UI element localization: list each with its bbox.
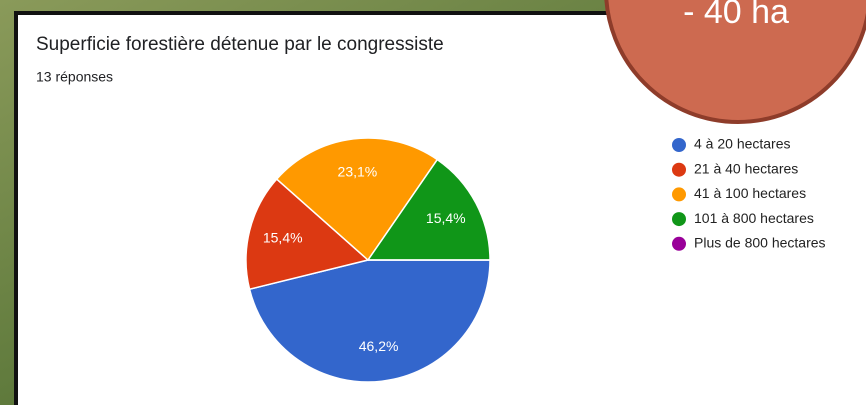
legend-swatch [672, 236, 686, 251]
pie-slice [275, 137, 439, 262]
pie-slice [366, 158, 491, 261]
legend: 4 à 20 hectares 21 à 40 hectares 41 à 100 … [672, 136, 826, 251]
overlay-label: - 40 ha [683, 0, 789, 31]
legend-label: 41 à 100 hectares [694, 185, 806, 201]
pie: 46,2% 15,4% 23,1% 15,4% [245, 137, 491, 383]
chart-title: Superficie forestière détenue par le con… [36, 34, 444, 55]
slice-label: 15,4% [426, 210, 466, 226]
pie-slice [245, 178, 370, 291]
legend-label: Plus de 800 hectares [694, 235, 826, 251]
legend-swatch [672, 138, 686, 152]
legend-label: 101 à 800 hectares [694, 210, 814, 226]
pie-slice [248, 259, 491, 383]
slice-label: 46,2% [359, 338, 399, 354]
legend-swatch [672, 187, 686, 202]
legend-swatch [672, 162, 686, 177]
slice-label: 15,4% [263, 230, 303, 246]
chart-subtitle: 13 réponses [36, 69, 113, 85]
overlay-circle [604, 0, 866, 124]
legend-label: 4 à 20 hectares [694, 136, 791, 152]
legend-label: 21 à 40 hectares [694, 160, 798, 176]
legend-swatch [672, 212, 686, 227]
slice-label: 23,1% [338, 164, 378, 180]
